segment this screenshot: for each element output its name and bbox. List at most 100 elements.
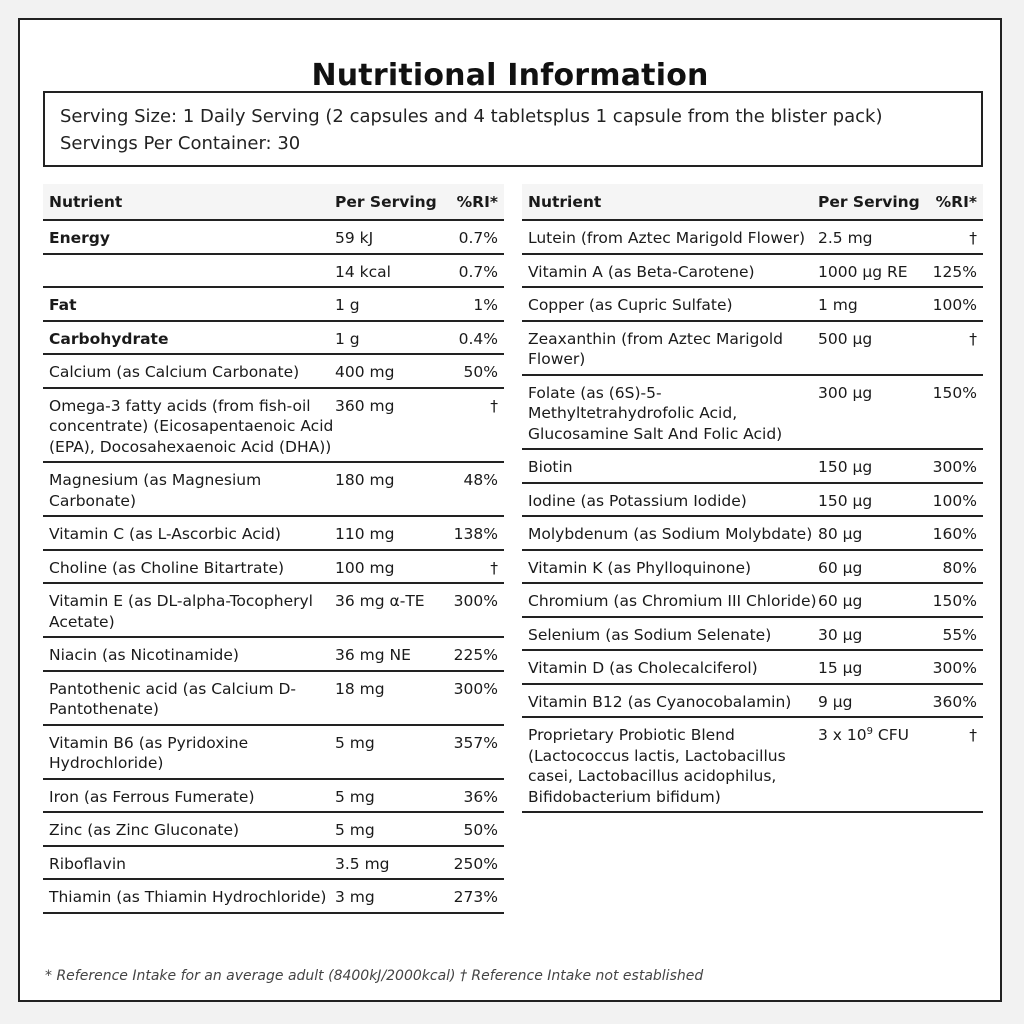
table-row: Proprietary Probiotic Blend (Lactococcus… [522,718,983,813]
nutrient-name: Calcium (as Calcium Carbonate) [49,363,300,381]
table-header: Nutrient Per Serving %RI* [43,184,504,221]
table-row: Calcium (as Calcium Carbonate) 400 mg 50% [43,355,504,389]
table-row: Riboflavin 3.5 mg 250% [43,847,504,880]
serving-info-box: Serving Size: 1 Daily Serving (2 capsule… [43,91,983,167]
ri-percent: 1% [473,296,498,314]
per-serving-value: 1 g [335,296,360,314]
nutrient-name: Folate (as (6S)-5-Methyltetrahydrofolic … [528,383,783,443]
table-row: Molybdenum (as Sodium Molybdate) 80 µg 160… [522,517,983,551]
header-ri: %RI* [935,192,977,211]
per-serving-value: 180 mg [335,471,395,489]
ri-percent: 357% [453,733,498,752]
table-row: Biotin 150 µg 300% [522,450,983,484]
per-serving-value: 360 mg [335,396,395,415]
per-serving-value: 5 mg [335,821,375,839]
per-serving-value: 3 x 109 CFU [818,725,926,746]
ri-percent: 250% [453,854,498,873]
per-serving-value: 60 µg [818,592,863,610]
table-body: Energy 59 kJ 0.7% 14 kcal 0.7% Fat 1 g 1% Carboh… [43,221,504,914]
table-row: Vitamin A (as Beta-Carotene) 1000 µg RE 12… [522,255,983,288]
per-serving-value: 36 mg α-TE [335,592,425,610]
per-serving-value: 36 mg NE [335,646,411,664]
ri-percent: 125% [932,262,977,281]
ri-percent: 273% [453,888,498,906]
table-row: Zeaxanthin (from Aztec Marigold Flower) 5… [522,322,983,376]
nutrient-name: Zinc (as Zinc Gluconate) [49,821,240,839]
table-row: 14 kcal 0.7% [43,255,504,288]
per-serving-value: 1 g [335,329,360,348]
nutrient-name: Energy [49,229,110,247]
ri-percent: 360% [932,692,977,711]
header-per-serving: Per Serving [335,192,437,211]
per-serving-value: 3 mg [335,888,375,906]
ri-percent: † [490,396,498,415]
nutrition-panel: Nutritional Information Serving Size: 1 … [18,18,1002,1002]
nutrient-name: Lutein (from Aztec Marigold Flower) [528,229,805,247]
table-row: Vitamin E (as DL-alpha-Tocopheryl Acetat… [43,584,504,638]
per-serving-value: 1 mg [818,296,858,314]
per-serving-value: 60 µg [818,558,863,577]
table-row: Copper (as Cupric Sulfate) 1 mg 100% [522,288,983,322]
ri-percent: † [969,726,977,744]
per-serving-value: 15 µg [818,659,863,677]
ri-percent: 300% [453,679,498,698]
nutrient-name: Vitamin C (as L-Ascorbic Acid) [49,525,281,543]
ri-percent: 300% [453,592,498,610]
table-row: Pantothenic acid (as Calcium D-Pantothen… [43,672,504,726]
page-title: Nutritional Information [311,58,709,93]
ri-percent: 150% [932,383,977,402]
ri-percent: 80% [942,558,977,577]
nutrient-name: Thiamin (as Thiamin Hydrochloride) [49,888,327,906]
amount-unit: CFU [873,726,910,744]
nutrient-table-right: Nutrient Per Serving %RI* Lutein (from A… [522,184,983,813]
per-serving-value: 150 µg [818,491,873,510]
ri-percent: 36% [463,787,498,806]
table-row: Fat 1 g 1% [43,288,504,322]
per-serving-value: 2.5 mg [818,229,873,247]
footnote: * Reference Intake for an average adult … [45,968,704,984]
ri-percent: 0.7% [458,262,498,281]
table-row: Selenium (as Sodium Selenate) 30 µg 55% [522,618,983,651]
table-row: Magnesium (as Magnesium Carbonate) 180 mg… [43,463,504,517]
nutrient-name: Pantothenic acid (as Calcium D-Pantothen… [49,679,297,719]
table-row: Vitamin B6 (as Pyridoxine Hydrochloride)… [43,726,504,780]
ri-percent: 160% [932,525,977,543]
table-body: Lutein (from Aztec Marigold Flower) 2.5 m… [522,221,983,813]
ri-percent: 150% [932,592,977,610]
per-serving-value: 5 mg [335,787,375,806]
per-serving-value: 500 µg [818,329,873,348]
per-serving-value: 5 mg [335,733,375,752]
nutrient-name: Vitamin B6 (as Pyridoxine Hydrochloride) [49,733,249,773]
table-row: Vitamin B12 (as Cyanocobalamin) 9 µg 360% [522,685,983,718]
table-header: Nutrient Per Serving %RI* [522,184,983,221]
table-row: Omega-3 fatty acids (from fish-oil conce… [43,389,504,463]
ri-percent: 100% [932,491,977,510]
table-row: Zinc (as Zinc Gluconate) 5 mg 50% [43,813,504,847]
ri-percent: † [969,329,977,348]
ri-percent: 48% [463,471,498,489]
per-serving-value: 150 µg [818,458,873,476]
table-row: Vitamin D (as Cholecalciferol) 15 µg 300% [522,651,983,685]
nutrient-name: Chromium (as Chromium III Chloride) [528,592,817,610]
nutrient-name: Vitamin B12 (as Cyanocobalamin) [528,692,792,711]
amount-base: 3 x 10 [818,726,867,744]
ri-percent: † [969,229,977,247]
nutrient-name: Vitamin K (as Phylloquinone) [528,558,752,577]
ri-percent: 55% [942,625,977,644]
per-serving-value: 300 µg [818,383,873,402]
nutrient-name: Selenium (as Sodium Selenate) [528,625,772,644]
ri-percent: 300% [932,458,977,476]
table-row: Niacin (as Nicotinamide) 36 mg NE 225% [43,638,504,672]
nutrient-name: Riboflavin [49,854,126,873]
ri-percent: 100% [932,296,977,314]
nutrient-name: Biotin [528,458,573,476]
table-row: Thiamin (as Thiamin Hydrochloride) 3 mg 27… [43,880,504,914]
ri-percent: 50% [463,821,498,839]
per-serving-value: 100 mg [335,558,395,577]
ri-percent: 225% [453,646,498,664]
table-row: Vitamin K (as Phylloquinone) 60 µg 80% [522,551,983,584]
per-serving-value: 59 kJ [335,229,374,247]
header-nutrient: Nutrient [49,192,123,211]
nutrient-name: Magnesium (as Magnesium Carbonate) [49,471,262,510]
table-row: Chromium (as Chromium III Chloride) 60 µg… [522,584,983,618]
